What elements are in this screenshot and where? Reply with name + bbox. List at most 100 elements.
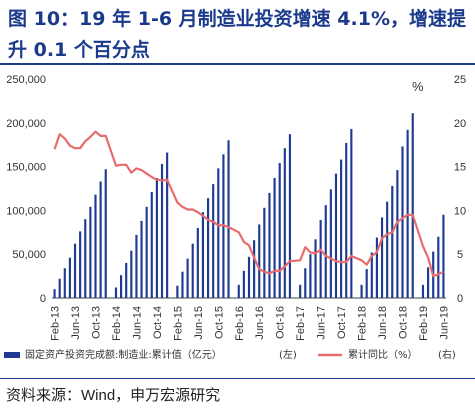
- bar: [309, 254, 312, 298]
- y-left-tick-label: 200,000: [6, 118, 46, 130]
- bar: [145, 206, 148, 298]
- bar: [401, 146, 404, 298]
- bar: [73, 243, 77, 298]
- bar: [411, 113, 414, 298]
- bar: [247, 256, 251, 298]
- bar: [375, 237, 378, 298]
- bar: [442, 214, 445, 298]
- x-tick-label: Oct-13: [90, 306, 102, 339]
- bar: [125, 262, 128, 298]
- bar: [324, 205, 327, 298]
- x-tick-label: Feb-17: [295, 306, 307, 341]
- bar: [176, 285, 179, 298]
- legend-bar-label: 固定资产投资完成额:制造业:累计值（亿元）: [25, 348, 222, 361]
- bar: [437, 236, 440, 298]
- bar: [283, 148, 286, 298]
- x-tick-label: Jun-14: [131, 306, 143, 340]
- chart: 0 50,000 100,000 150,000 200,000 250,000 0 5 10 1…: [4, 74, 466, 361]
- bar: [314, 239, 317, 298]
- legend: 固定资产投资完成额:制造业:累计值（亿元） (左) 累计同比（%） (右): [4, 348, 456, 361]
- bar: [140, 220, 143, 298]
- bar: [365, 269, 368, 298]
- bar: [68, 257, 71, 298]
- line-series: [53, 130, 444, 278]
- bar: [329, 189, 332, 298]
- bar: [319, 220, 322, 298]
- x-tick-label: Jun-19: [438, 306, 450, 340]
- bar: [360, 284, 363, 298]
- bar: [186, 258, 189, 298]
- x-tick-label: Jun-13: [70, 306, 82, 340]
- x-tick-label: Oct-15: [213, 306, 225, 339]
- y-left-tick-label: 100,000: [6, 205, 46, 217]
- bar: [345, 142, 348, 298]
- bar: [340, 159, 343, 298]
- bar: [99, 181, 102, 298]
- bar: [350, 128, 353, 298]
- bar: [380, 217, 384, 298]
- bar: [206, 198, 210, 298]
- x-tick-label: Oct-14: [152, 306, 164, 339]
- y-right-tick-label: 20: [454, 118, 466, 130]
- bar: [150, 192, 153, 298]
- bar: [63, 268, 66, 298]
- tick-labels: 0 50,000 100,000 150,000 200,000 250,000 0 5 10 1…: [6, 74, 466, 341]
- x-tick-label: Jun-15: [193, 306, 205, 340]
- bar: [268, 192, 271, 298]
- y-right-tick-label: 5: [457, 249, 463, 261]
- legend-bar-axis-label: (左): [279, 348, 297, 361]
- y-left-tick-label: 0: [40, 293, 46, 305]
- bar: [258, 224, 261, 298]
- bar: [114, 287, 118, 298]
- bar: [160, 163, 164, 298]
- bar: [391, 185, 394, 298]
- bar: [155, 177, 158, 298]
- bar: [120, 275, 123, 298]
- bar: [196, 227, 199, 298]
- x-tick-label: Feb-13: [50, 306, 62, 341]
- bar: [427, 267, 430, 298]
- footer-divider: [0, 378, 475, 379]
- source-note: 资料来源：Wind，申万宏源研究: [6, 387, 221, 404]
- x-tick-label: Feb-14: [111, 306, 123, 341]
- bar: [421, 284, 425, 298]
- bar: [237, 284, 240, 298]
- bar: [89, 206, 92, 298]
- x-tick-label: Oct-16: [275, 306, 287, 339]
- bar: [304, 268, 307, 298]
- x-tick-label: Feb-19: [418, 306, 430, 341]
- bar: [135, 234, 138, 298]
- y-left-tick-label: 50,000: [12, 249, 46, 261]
- title-divider: [0, 63, 475, 65]
- legend-bar-marker: [4, 352, 20, 358]
- bar: [166, 152, 169, 298]
- bar: [84, 219, 87, 298]
- bar: [58, 278, 61, 298]
- x-tick-label: Feb-16: [234, 306, 246, 341]
- bar: [217, 168, 220, 298]
- bar: [299, 284, 302, 298]
- chart-title: 图 10：19 年 1-6 月制造业投资增速 4.1%，增速提升 0.1 个百分…: [8, 8, 466, 61]
- x-tick-label: Feb-15: [172, 306, 184, 341]
- x-tick-label: Jun-17: [316, 306, 328, 340]
- y-left-tick-label: 250,000: [6, 74, 46, 86]
- bar: [181, 271, 184, 298]
- bar-series: [53, 113, 445, 298]
- bar: [370, 252, 373, 298]
- x-tick-label: Jun-18: [377, 306, 389, 340]
- bar: [334, 173, 338, 298]
- bar: [191, 243, 194, 298]
- bar: [263, 207, 266, 298]
- bar: [94, 194, 97, 298]
- bar: [227, 140, 230, 298]
- bar: [201, 212, 205, 298]
- bar: [130, 250, 133, 298]
- y-right-tick-label: 25: [454, 74, 466, 86]
- x-tick-label: Oct-18: [398, 306, 410, 339]
- bar: [396, 170, 399, 298]
- bar: [104, 169, 107, 298]
- bar: [288, 134, 292, 298]
- yoy-growth-line: [53, 130, 444, 278]
- y-right-tick-label: 0: [457, 293, 463, 305]
- x-tick-label: Jun-16: [254, 306, 266, 340]
